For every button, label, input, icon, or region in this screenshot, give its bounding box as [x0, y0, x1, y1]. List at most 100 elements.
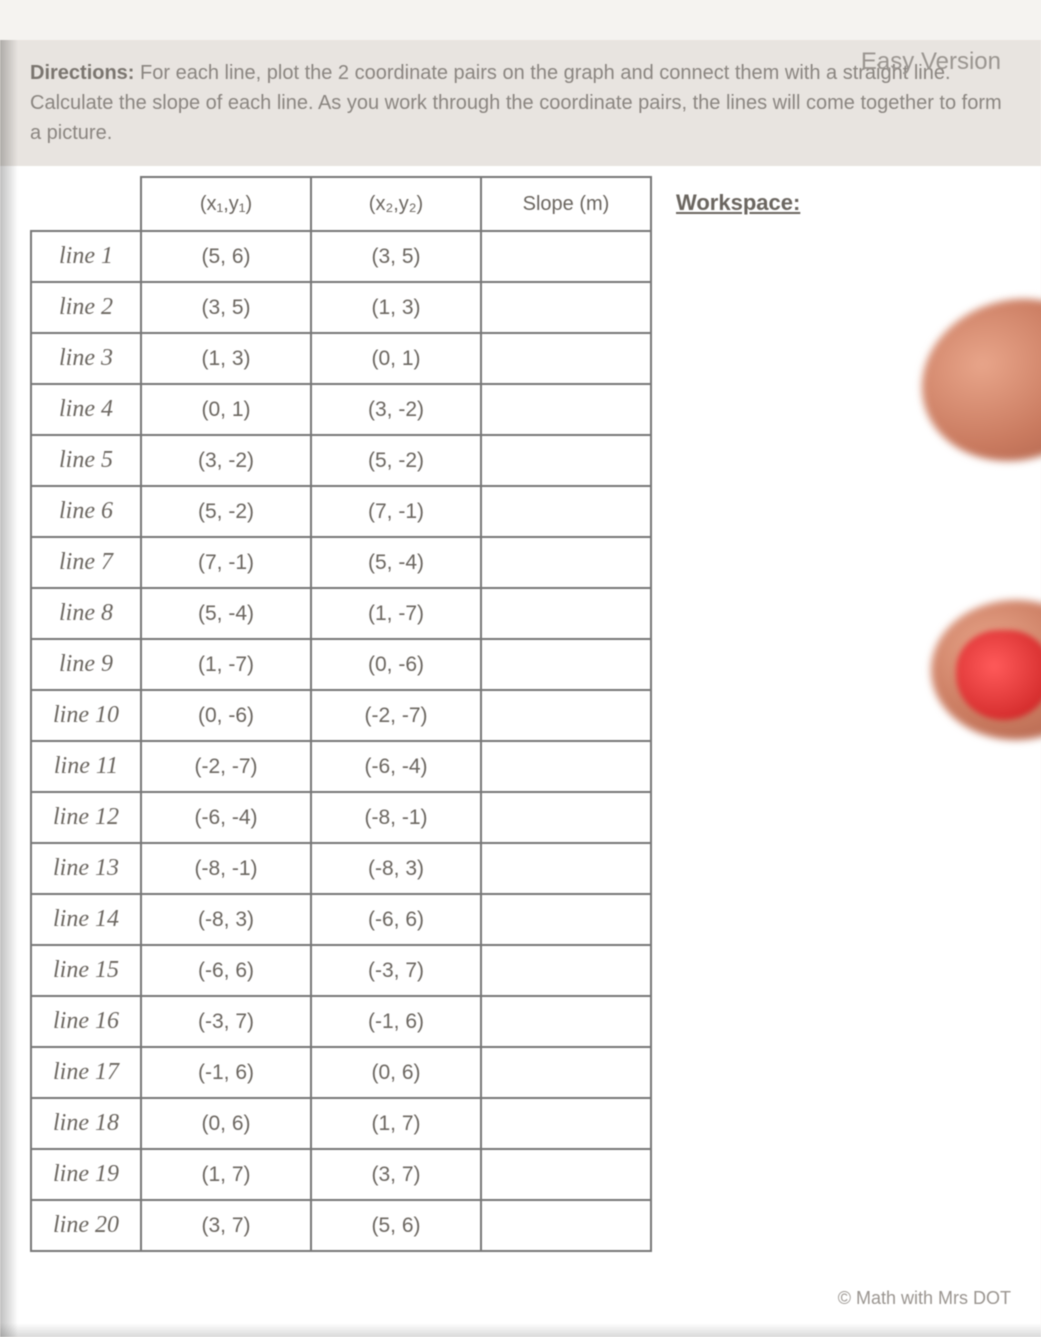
directions-label: Directions:	[30, 62, 134, 84]
cell-point1: (1, 7)	[141, 1149, 311, 1200]
cell-slope[interactable]	[481, 384, 651, 435]
table-row: line 20(3, 7)(5, 6)	[31, 1200, 651, 1251]
cell-slope[interactable]	[481, 486, 651, 537]
header-point2: (x₂,y₂)	[311, 177, 481, 231]
row-label: line 3	[31, 333, 141, 384]
row-label: line 19	[31, 1149, 141, 1200]
cell-slope[interactable]	[481, 639, 651, 690]
cell-point1: (1, 3)	[141, 333, 311, 384]
cell-point2: (-8, 3)	[311, 843, 481, 894]
row-label: line 15	[31, 945, 141, 996]
cell-slope[interactable]	[481, 945, 651, 996]
cell-point1: (0, 1)	[141, 384, 311, 435]
cell-slope[interactable]	[481, 1149, 651, 1200]
table-row: line 1(5, 6)(3, 5)	[31, 231, 651, 282]
cell-slope[interactable]	[481, 690, 651, 741]
cell-slope[interactable]	[481, 741, 651, 792]
coordinate-table-wrap: (x₁,y₁) (x₂,y₂) Slope (m) line 1(5, 6)(3…	[30, 176, 652, 1252]
table-row: line 7(7, -1)(5, -4)	[31, 537, 651, 588]
cell-slope[interactable]	[481, 435, 651, 486]
cell-point2: (5, 6)	[311, 1200, 481, 1251]
cell-point2: (-8, -1)	[311, 792, 481, 843]
table-row: line 5(3, -2)(5, -2)	[31, 435, 651, 486]
cell-point1: (5, 6)	[141, 231, 311, 282]
coordinate-table: (x₁,y₁) (x₂,y₂) Slope (m) line 1(5, 6)(3…	[30, 176, 652, 1252]
cell-slope[interactable]	[481, 1098, 651, 1149]
cell-point1: (3, 5)	[141, 282, 311, 333]
cell-point1: (3, -2)	[141, 435, 311, 486]
row-label: line 18	[31, 1098, 141, 1149]
row-label: line 9	[31, 639, 141, 690]
cell-point2: (-1, 6)	[311, 996, 481, 1047]
header-blank	[31, 177, 141, 231]
table-row: line 14(-8, 3)(-6, 6)	[31, 894, 651, 945]
cell-point2: (-2, -7)	[311, 690, 481, 741]
cell-point2: (0, 6)	[311, 1047, 481, 1098]
header-point1: (x₁,y₁)	[141, 177, 311, 231]
table-row: line 9(1, -7)(0, -6)	[31, 639, 651, 690]
cell-point1: (-2, -7)	[141, 741, 311, 792]
cell-point2: (-3, 7)	[311, 945, 481, 996]
worksheet-page: Easy Version Directions: For each line, …	[0, 40, 1041, 1337]
cell-slope[interactable]	[481, 231, 651, 282]
cell-point1: (-8, 3)	[141, 894, 311, 945]
table-row: line 13(-8, -1)(-8, 3)	[31, 843, 651, 894]
cell-point2: (-6, 6)	[311, 894, 481, 945]
row-label: line 4	[31, 384, 141, 435]
header-slope: Slope (m)	[481, 177, 651, 231]
cell-point1: (0, 6)	[141, 1098, 311, 1149]
cell-point2: (1, -7)	[311, 588, 481, 639]
cell-point2: (7, -1)	[311, 486, 481, 537]
row-label: line 16	[31, 996, 141, 1047]
table-row: line 12(-6, -4)(-8, -1)	[31, 792, 651, 843]
cell-point2: (1, 3)	[311, 282, 481, 333]
row-label: line 7	[31, 537, 141, 588]
cell-slope[interactable]	[481, 1200, 651, 1251]
table-row: line 8(5, -4)(1, -7)	[31, 588, 651, 639]
cell-point2: (1, 7)	[311, 1098, 481, 1149]
cell-slope[interactable]	[481, 282, 651, 333]
row-label: line 1	[31, 231, 141, 282]
row-label: line 10	[31, 690, 141, 741]
cell-point2: (3, 7)	[311, 1149, 481, 1200]
row-label: line 13	[31, 843, 141, 894]
directions-body: For each line, plot the 2 coordinate pai…	[30, 62, 1002, 144]
footer-credit: © Math with Mrs DOT	[838, 1288, 1011, 1309]
cell-slope[interactable]	[481, 792, 651, 843]
version-label: Easy Version	[861, 48, 1001, 76]
table-body: line 1(5, 6)(3, 5)line 2(3, 5)(1, 3)line…	[31, 231, 651, 1251]
cell-slope[interactable]	[481, 843, 651, 894]
cell-point1: (5, -2)	[141, 486, 311, 537]
cell-point1: (-6, -4)	[141, 792, 311, 843]
table-row: line 10(0, -6)(-2, -7)	[31, 690, 651, 741]
cell-slope[interactable]	[481, 588, 651, 639]
row-label: line 6	[31, 486, 141, 537]
cell-point1: (-6, 6)	[141, 945, 311, 996]
cell-slope[interactable]	[481, 996, 651, 1047]
row-label: line 8	[31, 588, 141, 639]
table-row: line 4(0, 1)(3, -2)	[31, 384, 651, 435]
table-row: line 6(5, -2)(7, -1)	[31, 486, 651, 537]
cell-point1: (-1, 6)	[141, 1047, 311, 1098]
cell-point1: (5, -4)	[141, 588, 311, 639]
cell-slope[interactable]	[481, 537, 651, 588]
row-label: line 17	[31, 1047, 141, 1098]
cell-point1: (3, 7)	[141, 1200, 311, 1251]
table-row: line 3(1, 3)(0, 1)	[31, 333, 651, 384]
row-label: line 14	[31, 894, 141, 945]
cell-point1: (1, -7)	[141, 639, 311, 690]
cell-slope[interactable]	[481, 894, 651, 945]
table-row: line 18(0, 6)(1, 7)	[31, 1098, 651, 1149]
table-row: line 16(-3, 7)(-1, 6)	[31, 996, 651, 1047]
row-label: line 5	[31, 435, 141, 486]
cell-slope[interactable]	[481, 1047, 651, 1098]
cell-slope[interactable]	[481, 333, 651, 384]
row-label: line 11	[31, 741, 141, 792]
table-row: line 15(-6, 6)(-3, 7)	[31, 945, 651, 996]
cell-point2: (5, -4)	[311, 537, 481, 588]
cell-point2: (-6, -4)	[311, 741, 481, 792]
cell-point1: (-8, -1)	[141, 843, 311, 894]
table-row: line 2(3, 5)(1, 3)	[31, 282, 651, 333]
table-row: line 19(1, 7)(3, 7)	[31, 1149, 651, 1200]
photo-shadow-bottom	[0, 1323, 1041, 1337]
